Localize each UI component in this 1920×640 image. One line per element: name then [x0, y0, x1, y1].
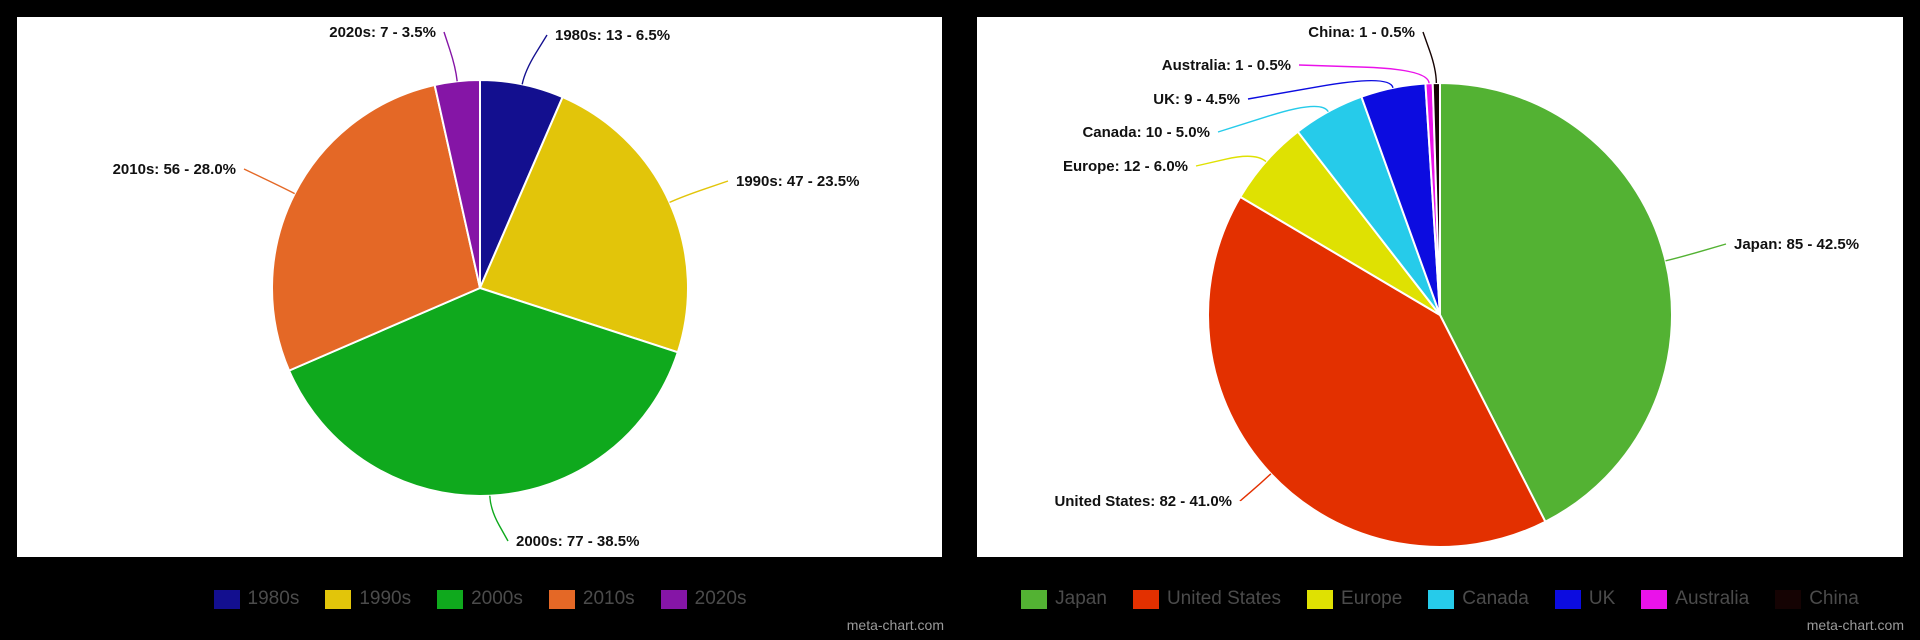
legend-item-united-states[interactable]: United States	[1132, 588, 1282, 610]
pie-slice-2010s[interactable]	[271, 83, 482, 372]
legend-swatch	[1554, 589, 1581, 609]
data-label-europe: Europe: 12 - 6.0%	[1063, 158, 1188, 175]
country-pie-panel: Japan: 85 - 42.5% United States: 82 - 41.…	[960, 0, 1920, 640]
watermark: meta-chart.com	[1806, 617, 1904, 633]
country-pie-chart: Japan: 85 - 42.5% United States: 82 - 41.…	[977, 17, 1903, 557]
legend-swatch	[548, 589, 575, 609]
legend-item-2020s[interactable]: 2020s	[660, 588, 747, 610]
decade-pie-chart: 1980s: 13 - 6.5% 1990s: 47 - 23.5% 2000s: …	[17, 17, 942, 557]
legend-swatch	[1307, 589, 1334, 609]
legend-item-japan[interactable]: Japan	[1021, 588, 1107, 610]
legend-swatch	[325, 589, 352, 609]
legend-item-2010s[interactable]: 2010s	[548, 588, 635, 610]
connector-australia	[1298, 64, 1430, 84]
connector-canada	[1217, 105, 1329, 133]
data-label-2020s: 2020s: 7 - 3.5%	[329, 24, 436, 41]
pie-slice-china[interactable]	[1431, 81, 1441, 316]
connector-united-states	[1239, 473, 1272, 502]
data-label-united-states: United States: 82 - 41.0%	[1054, 493, 1232, 510]
decade-legend: 1980s 1990s 2000s 2010s 2020s	[0, 584, 960, 614]
legend-swatch	[213, 589, 240, 609]
legend-item-canada[interactable]: Canada	[1428, 588, 1529, 610]
legend-item-europe[interactable]: Europe	[1307, 588, 1402, 610]
legend-swatch	[1132, 589, 1159, 609]
data-label-1990s: 1990s: 47 - 23.5%	[736, 173, 859, 190]
legend-label: United States	[1166, 588, 1282, 609]
connector-1990s	[669, 180, 729, 204]
decade-pie-panel: 1980s: 13 - 6.5% 1990s: 47 - 23.5% 2000s: …	[0, 17, 960, 633]
connector-europe	[1195, 155, 1267, 167]
legend-swatch	[437, 589, 464, 609]
legend-label: 1980s	[247, 588, 300, 609]
legend-item-australia[interactable]: Australia	[1641, 588, 1749, 610]
connector-china	[1422, 31, 1438, 84]
connector-uk	[1247, 79, 1394, 100]
legend-label: Canada	[1462, 588, 1529, 609]
watermark: meta-chart.com	[846, 617, 944, 633]
connector-2010s	[243, 168, 295, 195]
legend-label: Australia	[1675, 588, 1750, 609]
data-label-japan: Japan: 85 - 42.5%	[1734, 236, 1859, 253]
legend-swatch	[1428, 589, 1455, 609]
connector-2000s	[489, 495, 509, 542]
legend-label: 2010s	[582, 588, 635, 609]
legend-swatch	[660, 589, 687, 609]
legend-item-uk[interactable]: UK	[1554, 588, 1616, 610]
data-label-1980s: 1980s: 13 - 6.5%	[555, 27, 670, 44]
data-label-2010s: 2010s: 56 - 28.0%	[113, 161, 236, 178]
legend-item-1990s[interactable]: 1990s	[325, 588, 411, 610]
legend-swatch	[1641, 589, 1668, 609]
country-legend: Japan United States Europe Canada UK Australi…	[960, 584, 1920, 614]
legend-swatch	[1775, 589, 1802, 609]
legend-label: 2000s	[471, 588, 523, 609]
data-label-china: China: 1 - 0.5%	[1308, 24, 1415, 41]
legend-item-2000s[interactable]: 2000s	[437, 588, 523, 610]
data-label-2000s: 2000s: 77 - 38.5%	[516, 533, 639, 550]
connector-japan	[1665, 243, 1727, 262]
legend-label: UK	[1588, 588, 1616, 609]
legend-swatch	[1021, 589, 1048, 609]
connector-2020s	[443, 31, 458, 82]
data-label-australia: Australia: 1 - 0.5%	[1162, 57, 1291, 74]
legend-item-1980s[interactable]: 1980s	[213, 588, 300, 610]
data-label-uk: UK: 9 - 4.5%	[1153, 91, 1240, 108]
legend-item-china[interactable]: China	[1775, 588, 1859, 610]
pie-slice-japan[interactable]	[1439, 81, 1673, 524]
legend-label: 1990s	[359, 588, 412, 609]
connector-1980s	[521, 34, 548, 85]
legend-label: China	[1809, 588, 1859, 609]
legend-label: 2020s	[694, 588, 747, 609]
legend-label: Japan	[1055, 588, 1107, 609]
legend-label: Europe	[1341, 588, 1403, 609]
data-label-canada: Canada: 10 - 5.0%	[1082, 124, 1210, 141]
